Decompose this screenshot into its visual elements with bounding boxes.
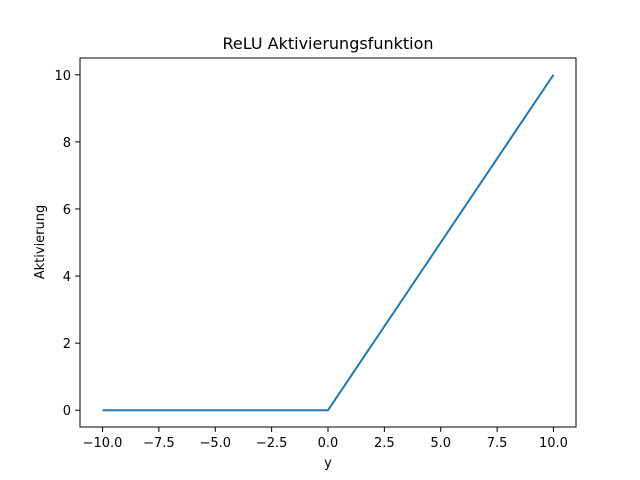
x-tick-label: 5.0	[430, 436, 451, 451]
y-tick-label: 10	[54, 69, 71, 84]
x-tick-label: 10.0	[539, 436, 568, 451]
y-axis-label: Aktivierung	[33, 205, 48, 280]
x-axis-label: y	[324, 456, 332, 471]
y-tick-label: 6	[63, 203, 71, 218]
series-line-0	[102, 74, 555, 412]
y-tick-label: 0	[63, 404, 71, 419]
x-tick-label: 0.0	[318, 436, 339, 451]
x-tick-label: −2.5	[256, 436, 288, 451]
y-tick-label: 4	[63, 270, 71, 285]
x-tick-label: 2.5	[374, 436, 395, 451]
x-tick-label: 7.5	[487, 436, 508, 451]
x-tick-label: −7.5	[143, 436, 175, 451]
x-tick-label: −10.0	[83, 436, 123, 451]
x-tick-label: −5.0	[199, 436, 231, 451]
y-tick-label: 2	[63, 337, 71, 352]
chart-title: ReLU Aktivierungsfunktion	[222, 34, 433, 53]
y-tick-label: 8	[63, 136, 71, 151]
